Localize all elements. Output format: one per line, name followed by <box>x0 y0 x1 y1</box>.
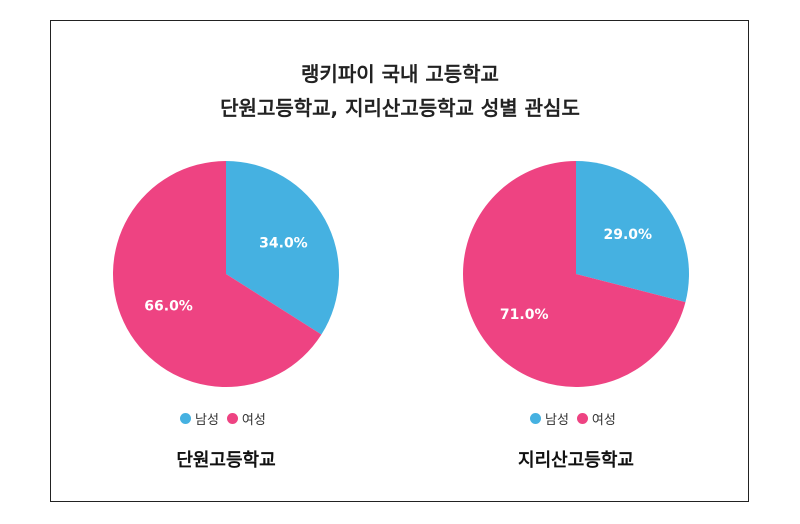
legend-item-female: 여성 <box>226 409 266 428</box>
pie-slice-male <box>576 161 689 303</box>
legend-item-female: 여성 <box>576 409 616 428</box>
legend-label-female: 여성 <box>591 413 616 428</box>
legend-item-male: 남성 <box>180 409 219 428</box>
chart-label-jirisan: 지리산고등학교 <box>518 450 634 471</box>
chart-title-line2: 단원고등학교, 지리산고등학교 성별 관심도 <box>220 96 580 120</box>
legend-dot-female <box>226 413 238 424</box>
pie-chart-danwon: 34.0% 66.0% <box>112 161 339 387</box>
legend-dot-male <box>180 413 191 424</box>
legend-jirisan: 남성 여성 <box>530 409 624 428</box>
pie-slice-male <box>226 161 339 335</box>
legend-label-male: 남성 <box>195 413 219 428</box>
legend-dot-female <box>576 413 588 424</box>
pie-slice-female <box>462 161 686 387</box>
pie-label-male: 34.0% <box>259 235 308 251</box>
legend-label-male: 남성 <box>545 413 569 428</box>
chart-title-line1: 랭키파이 국내 고등학교 <box>301 62 499 86</box>
pie-slice-female <box>112 161 322 387</box>
pie-label-female: 66.0% <box>144 299 193 315</box>
legend-dot-male <box>530 413 541 424</box>
pie-chart-jirisan: 29.0% 71.0% <box>462 161 689 387</box>
pie-label-female: 71.0% <box>500 307 549 323</box>
legend-label-female: 여성 <box>241 413 266 428</box>
chart-label-danwon: 단원고등학교 <box>176 450 276 471</box>
chart-frame <box>50 20 749 502</box>
legend-item-male: 남성 <box>530 409 569 428</box>
pie-label-male: 29.0% <box>603 227 652 243</box>
legend-danwon: 남성 여성 <box>180 409 274 428</box>
